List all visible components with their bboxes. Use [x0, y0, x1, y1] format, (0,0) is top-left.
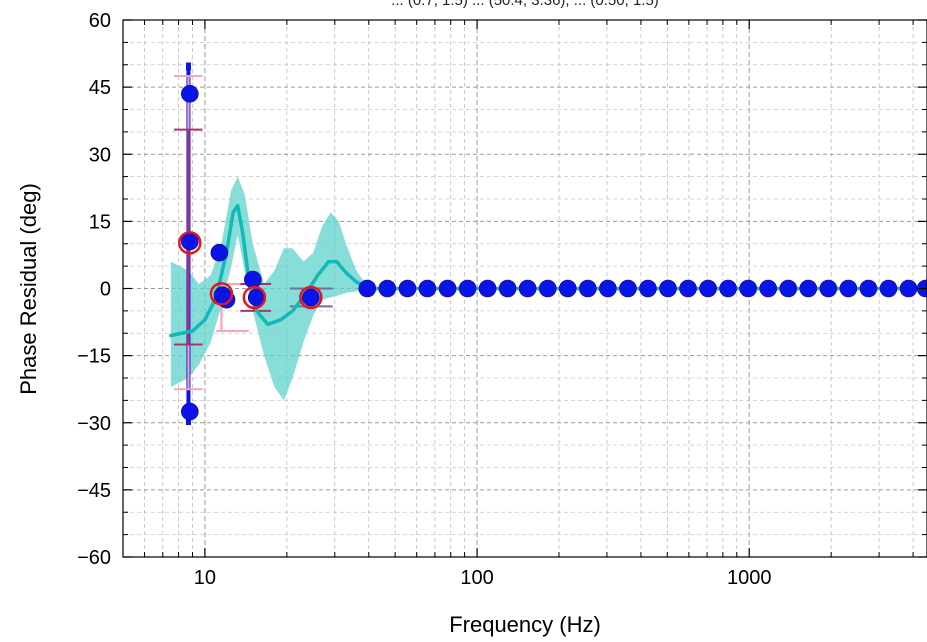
data-point [679, 279, 697, 298]
y-tick-label: −60 [77, 547, 111, 569]
data-point [859, 279, 878, 298]
chart-title: ... (0.7, 1.5) ... (50.4, 3.36), ... (0.… [391, 0, 659, 9]
x-tick-label: 1000 [727, 567, 772, 589]
y-tick-label: 15 [89, 211, 111, 233]
data-point [759, 279, 778, 298]
data-point [558, 279, 577, 298]
data-point [839, 279, 858, 298]
y-tick-label: 30 [89, 144, 111, 166]
data-point [899, 279, 918, 298]
data-point [398, 279, 417, 298]
x-tick-label: 10 [194, 567, 216, 589]
highlighted-point-ring [178, 231, 202, 255]
data-point [538, 279, 557, 298]
model-curve [169, 203, 927, 338]
data-point [478, 279, 497, 298]
data-point [699, 279, 717, 298]
highlighted-point-ring [242, 285, 267, 310]
y-tick-label: 60 [89, 10, 111, 32]
y-tick-label: 0 [100, 279, 111, 301]
data-point [719, 279, 737, 298]
data-point [619, 279, 637, 298]
data-point [879, 279, 898, 298]
data-point [659, 279, 677, 298]
data-point [418, 279, 437, 298]
y-tick-label: −45 [77, 480, 111, 502]
data-point [518, 279, 537, 298]
data-point [302, 288, 320, 307]
model-band-layer [170, 176, 375, 401]
data-point [181, 402, 199, 421]
data-point [639, 279, 657, 298]
data-point [181, 85, 199, 103]
x-axis-label: Frequency (Hz) [449, 612, 601, 637]
axis-ticks: 60 45 30 15 0 −15 −30 −45 −60 10 100 1000 [77, 10, 927, 589]
model-uncertainty-band [170, 176, 375, 401]
data-point [739, 279, 757, 298]
data-point [458, 279, 477, 298]
model-curve-layer [169, 203, 927, 338]
y-tick-label: −30 [77, 413, 111, 435]
data-point [579, 279, 597, 298]
data-point [244, 270, 262, 289]
y-tick-label: −15 [77, 346, 111, 368]
data-point [779, 279, 798, 298]
data-point [358, 279, 377, 298]
data-point [438, 279, 457, 298]
y-tick-label: 45 [89, 77, 111, 99]
highlighted-point-ring [209, 282, 234, 306]
data-point [498, 279, 517, 298]
data-point [819, 279, 838, 298]
data-point [210, 243, 229, 262]
y-axis-label: Phase Residual (deg) [16, 183, 41, 395]
data-point [378, 279, 397, 298]
highlighted-point-ring [299, 285, 323, 310]
x-tick-label: 100 [460, 567, 493, 589]
data-point [799, 279, 818, 298]
data-point [599, 279, 617, 298]
data-points-layer [178, 85, 927, 421]
